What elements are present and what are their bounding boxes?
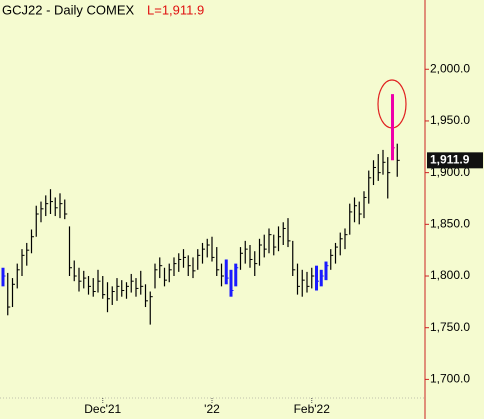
x-tick-label: Feb'22 — [294, 402, 331, 416]
y-tick-label: 1,700.0 — [430, 372, 470, 386]
last-text: L=1,911.9 — [147, 2, 204, 17]
last-price-label: 1,911.9 — [430, 153, 470, 167]
chart-title: GCJ22 - Daily COMEX — [2, 2, 135, 17]
y-tick-label: 1,850.0 — [430, 216, 470, 230]
x-tick-label: Dec'21 — [84, 402, 121, 416]
y-tick-label: 1,950.0 — [430, 113, 470, 127]
y-tick-label: 2,000.0 — [430, 61, 470, 75]
last-price-box — [427, 152, 483, 169]
y-tick-label: 1,800.0 — [430, 268, 470, 282]
x-tick-label: '22 — [204, 402, 220, 416]
y-tick-label: 1,750.0 — [430, 320, 470, 334]
